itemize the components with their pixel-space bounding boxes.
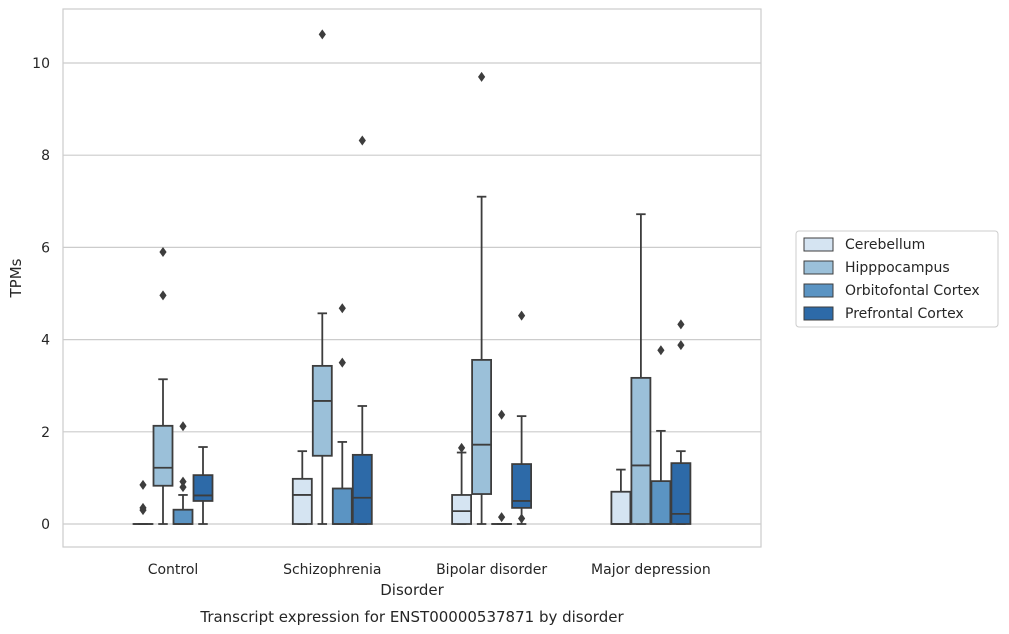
box-body — [610, 490, 632, 525]
outlier-point — [179, 482, 187, 493]
box-body — [152, 424, 174, 487]
box-1-3 — [630, 213, 652, 525]
box-0-1 — [291, 450, 313, 525]
box-2-3 — [650, 345, 672, 525]
outlier-point — [677, 319, 685, 330]
x-tick-label: Schizophrenia — [283, 562, 381, 578]
box-3-0 — [192, 446, 214, 525]
box-layer — [132, 29, 692, 525]
box-body — [511, 463, 532, 509]
outlier-point — [159, 247, 167, 258]
box-2-1 — [331, 303, 353, 525]
legend-swatch — [803, 260, 834, 275]
box-body — [331, 487, 353, 525]
x-tick-label: Major depression — [591, 562, 711, 578]
box-3-1 — [351, 135, 373, 525]
y-tick-label: 2 — [41, 425, 50, 441]
box-1-0 — [152, 247, 174, 525]
legend-label: Cerebellum — [845, 237, 925, 253]
box-2-0 — [172, 421, 194, 525]
box-body — [172, 508, 194, 525]
outlier-point — [498, 512, 506, 523]
box-body — [451, 494, 473, 525]
x-axis-label: Disorder — [380, 581, 444, 599]
outlier-point — [139, 505, 147, 516]
outlier-point — [478, 71, 486, 82]
outlier-point — [677, 340, 685, 351]
box-3-3 — [670, 319, 692, 525]
legend-frame — [795, 230, 999, 328]
legend-swatch — [803, 237, 834, 252]
box-2-2 — [491, 409, 513, 525]
outlier-point — [318, 29, 326, 40]
legend-label: Hipppocampus — [845, 260, 950, 276]
box-body — [650, 480, 672, 525]
outlier-point — [139, 479, 147, 490]
outlier-point — [338, 303, 346, 314]
box-body — [670, 462, 692, 525]
legend: Cerebellum Hipppocampus Orbitofontal Corte… — [795, 230, 999, 328]
tick-labels: 0 2 4 6 8 10 Control Schizophrenia Bipolar disor… — [32, 56, 711, 578]
y-tick-label: 10 — [32, 56, 50, 72]
x-tick-label: Bipolar disorder — [436, 562, 547, 578]
box-1-1 — [311, 29, 333, 525]
box-3-2 — [511, 310, 532, 525]
plot-area-frame — [62, 8, 762, 548]
legend-swatch — [803, 283, 834, 298]
box-0-0 — [132, 479, 154, 525]
figure-caption: Transcript expression for ENST0000053787… — [199, 608, 624, 626]
box-0-3 — [610, 468, 632, 525]
outlier-point — [518, 310, 526, 321]
box-1-2 — [471, 71, 493, 525]
outlier-point — [358, 135, 366, 146]
outlier-point — [518, 513, 526, 524]
y-tick-label: 8 — [41, 148, 50, 164]
outlier-point — [458, 442, 466, 453]
x-tick-label: Control — [148, 562, 199, 578]
legend-label: Prefrontal Cortex — [845, 306, 964, 322]
y-tick-label: 6 — [41, 240, 50, 256]
y-tick-label: 4 — [41, 333, 50, 349]
box-body — [311, 364, 333, 457]
box-body — [471, 358, 493, 495]
outlier-point — [179, 476, 187, 487]
legend-swatch — [803, 306, 834, 321]
box-0-2 — [451, 442, 473, 525]
outlier-point — [159, 290, 167, 301]
box-body — [291, 477, 313, 525]
legend-label: Orbitofontal Cortex — [845, 283, 980, 299]
outlier-point — [338, 357, 346, 368]
outlier-point — [657, 345, 665, 356]
box-body — [630, 376, 652, 525]
outlier-point — [498, 409, 506, 420]
outlier-point — [179, 421, 187, 432]
box-body — [351, 453, 373, 525]
y-axis-label: TPMs — [7, 258, 25, 298]
y-tick-label: 0 — [41, 517, 50, 533]
box-body — [192, 474, 214, 502]
